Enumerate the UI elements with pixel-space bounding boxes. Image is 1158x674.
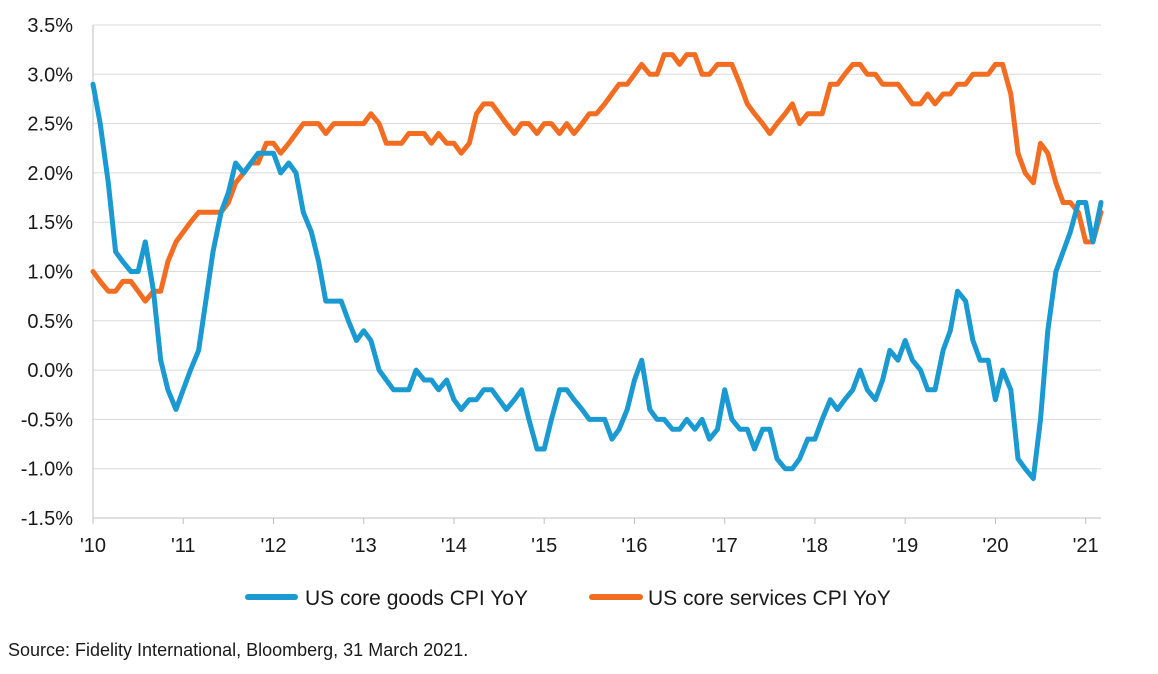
x-tick-label: '17 [712,535,738,557]
y-tick-label: 3.5% [27,15,73,37]
y-tick-label: -1.0% [21,459,73,481]
y-tick-label: -1.5% [21,508,73,530]
legend-label-core-services: US core services CPI YoY [648,587,891,610]
source-note: Source: Fidelity International, Bloomber… [8,640,469,660]
y-tick-label: -0.5% [21,409,73,431]
x-tick-label: '16 [621,535,647,557]
y-tick-label: 3.0% [27,64,73,86]
x-tick-label: '20 [982,535,1008,557]
x-tick-label: '19 [892,535,918,557]
x-tick-label: '11 [171,535,196,557]
series-lines [90,52,1104,482]
x-tick-label: '18 [802,535,828,557]
x-tick-label: '14 [441,535,467,557]
legend-label-core-goods: US core goods CPI YoY [305,587,528,610]
y-axis-tick-labels: -1.5% -1.0% -0.5% 0.0% 0.5% 1.0% 1.5% 2.0% 2.5% 3… [21,15,73,530]
legend: US core goods CPI YoY US core services C… [245,587,891,610]
x-axis-tick-labels: '10 '11 '12 '13 '14 '15 '16 '17 '18 '19 '20 '21 [80,535,1099,557]
x-tick-label: '13 [351,535,377,557]
y-tick-label: 1.5% [27,212,73,234]
x-tick-label: '12 [260,535,286,557]
y-tick-label: 0.5% [27,311,73,333]
axes [92,25,1101,524]
y-tick-label: 0.0% [27,360,73,382]
series-line-core-goods [90,81,1104,482]
y-tick-label: 2.0% [27,163,73,185]
x-tick-label: '15 [531,535,557,557]
series-line-core-services [90,52,1104,304]
y-tick-label: 1.0% [27,262,73,284]
x-tick-label: '10 [80,535,106,557]
gridlines [93,24,1101,470]
y-tick-label: 2.5% [27,114,73,136]
x-tick-label: '21 [1073,535,1099,557]
